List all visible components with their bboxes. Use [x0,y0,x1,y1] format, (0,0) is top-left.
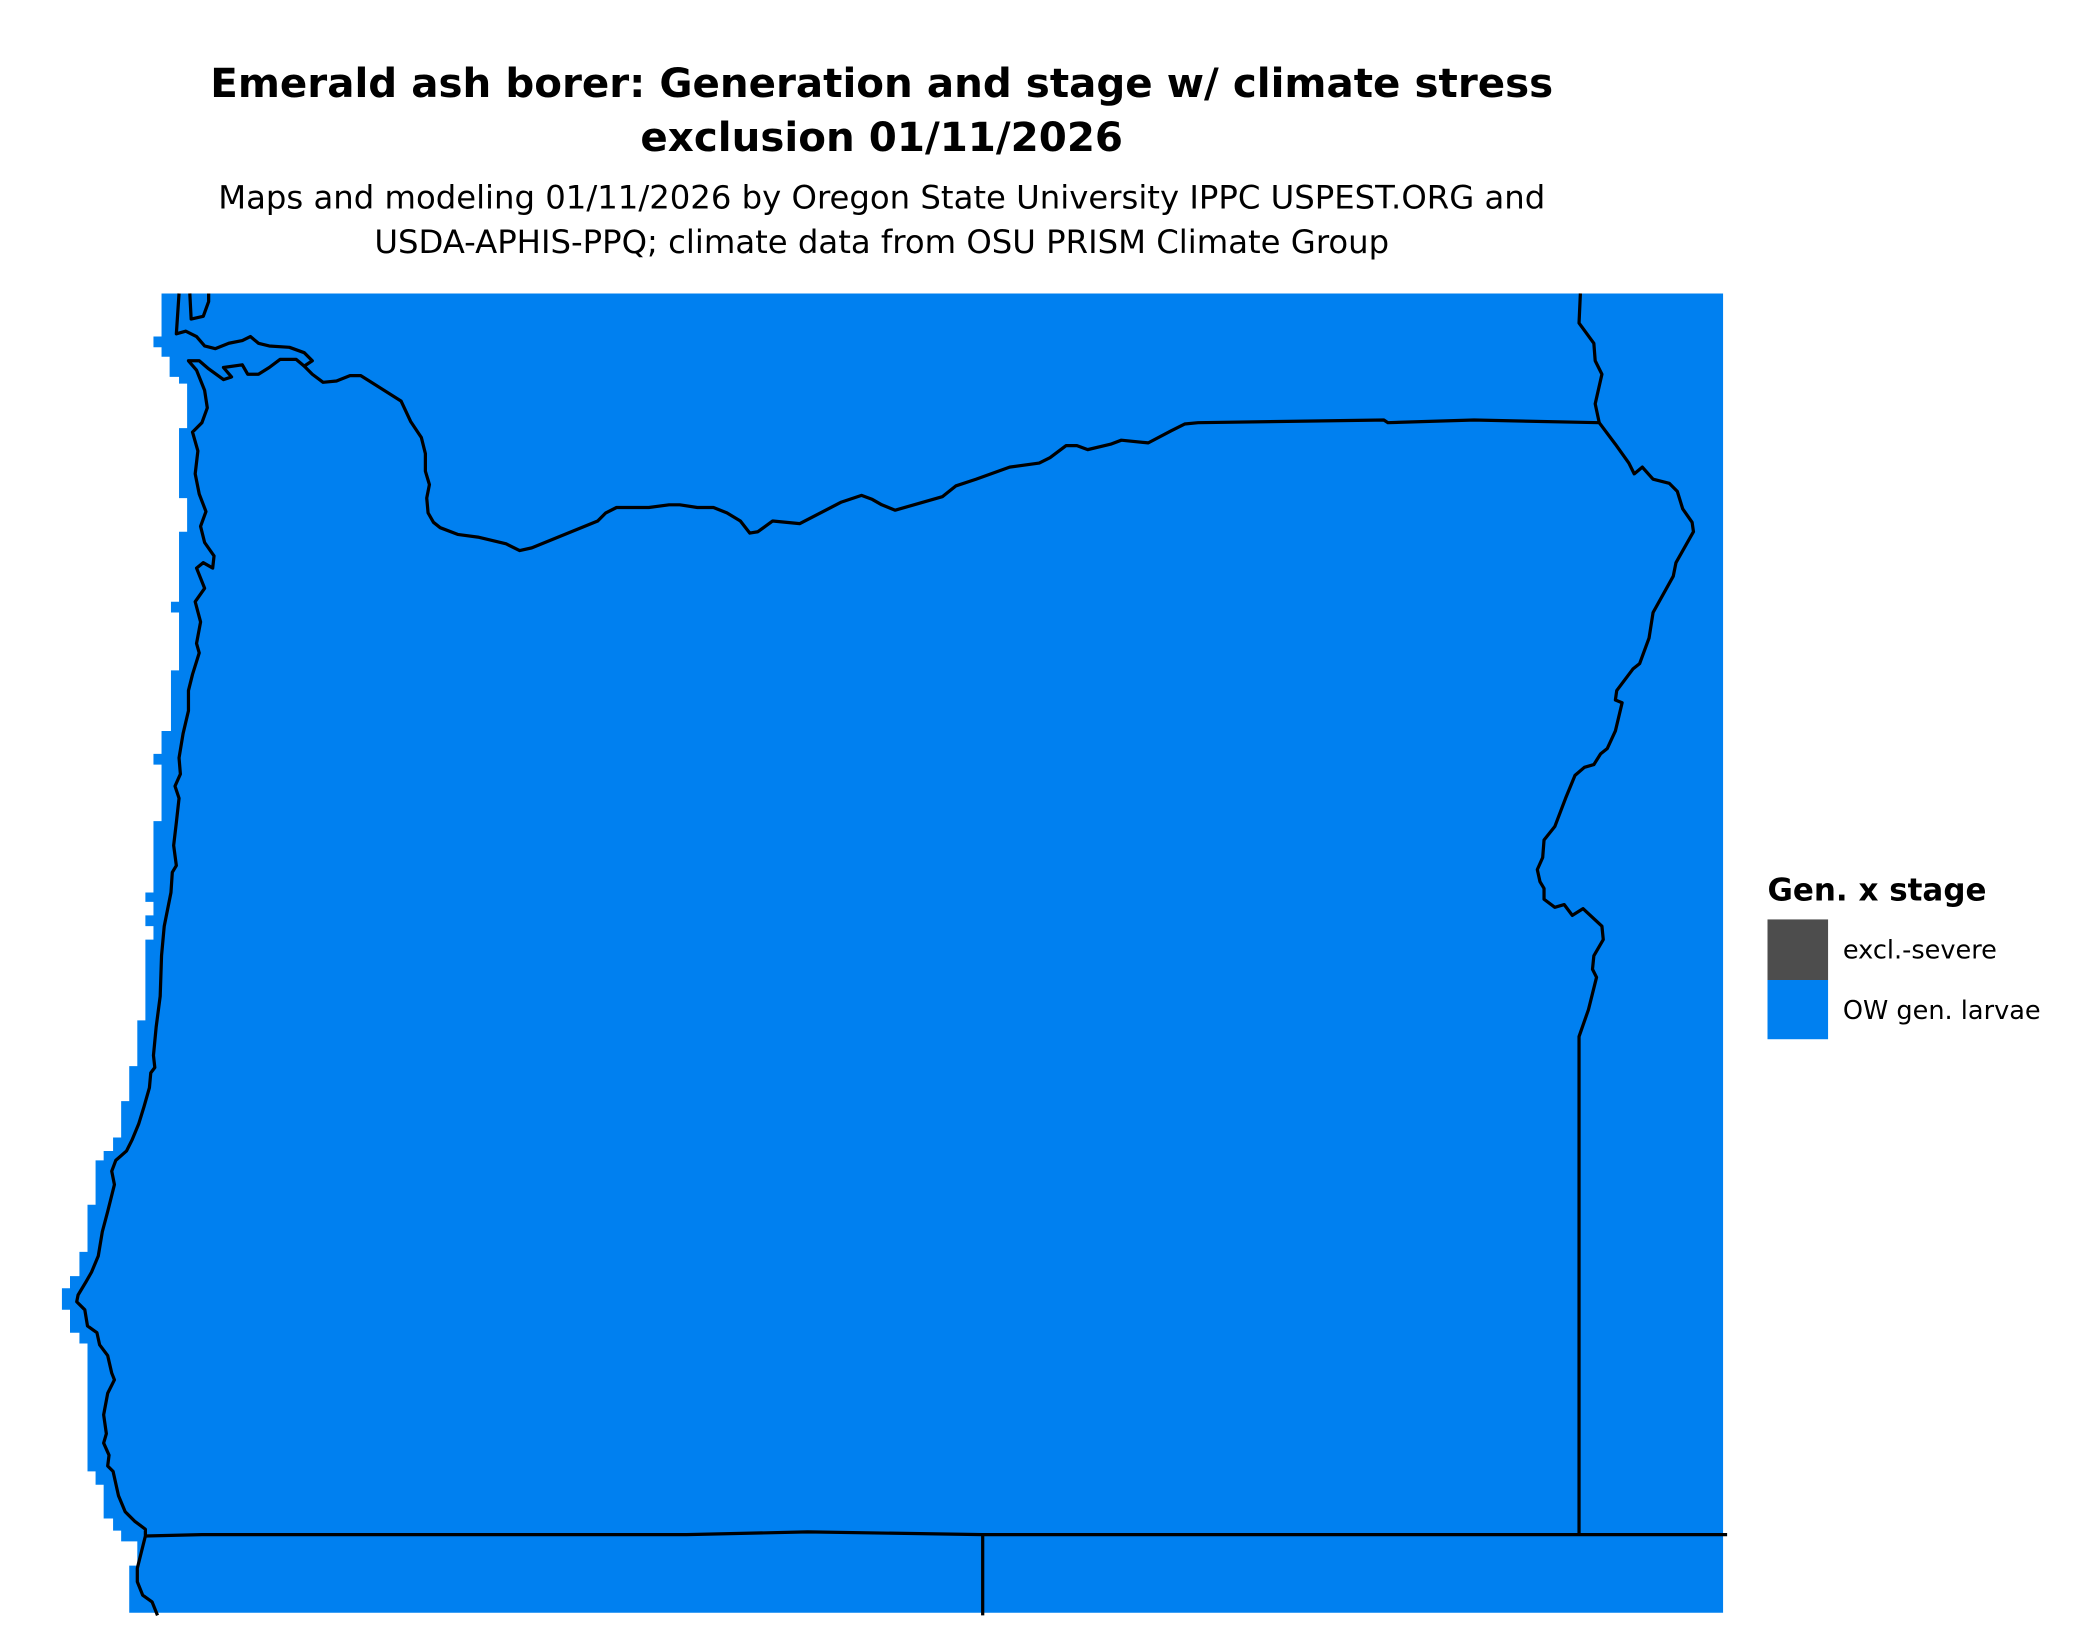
map-subtitle-line-2: USDA-APHIS-PPQ; climate data from OSU PR… [374,223,1389,261]
legend-swatch-excl-severe [1767,919,1829,980]
columbia-river-border [303,365,1600,553]
oregon-idaho-border [1535,421,1696,1535]
map-subtitle-line-1: Maps and modeling 01/11/2026 by Oregon S… [218,179,1545,217]
legend: Gen. x stage excl.-severe OW gen. larvae [1767,873,2041,1040]
legend-label-excl-severe: excl.-severe [1843,935,1997,965]
legend-swatch-ow-gen-larvae [1767,980,1829,1040]
ow-gen-larvae-raster [61,293,1724,1613]
oregon-coastline [75,293,314,1616]
legend-title: Gen. x stage [1768,873,1987,909]
map-panel [61,293,1728,1616]
legend-label-ow-gen-larvae: OW gen. larvae [1843,996,2041,1026]
willapa-bay-outline [188,293,211,321]
washington-idaho-border [1577,293,1604,424]
southern-state-border [145,1530,1728,1538]
map-title-line-1: Emerald ash borer: Generation and stage … [210,60,1553,107]
map-title-line-2: exclusion 01/11/2026 [640,114,1123,161]
